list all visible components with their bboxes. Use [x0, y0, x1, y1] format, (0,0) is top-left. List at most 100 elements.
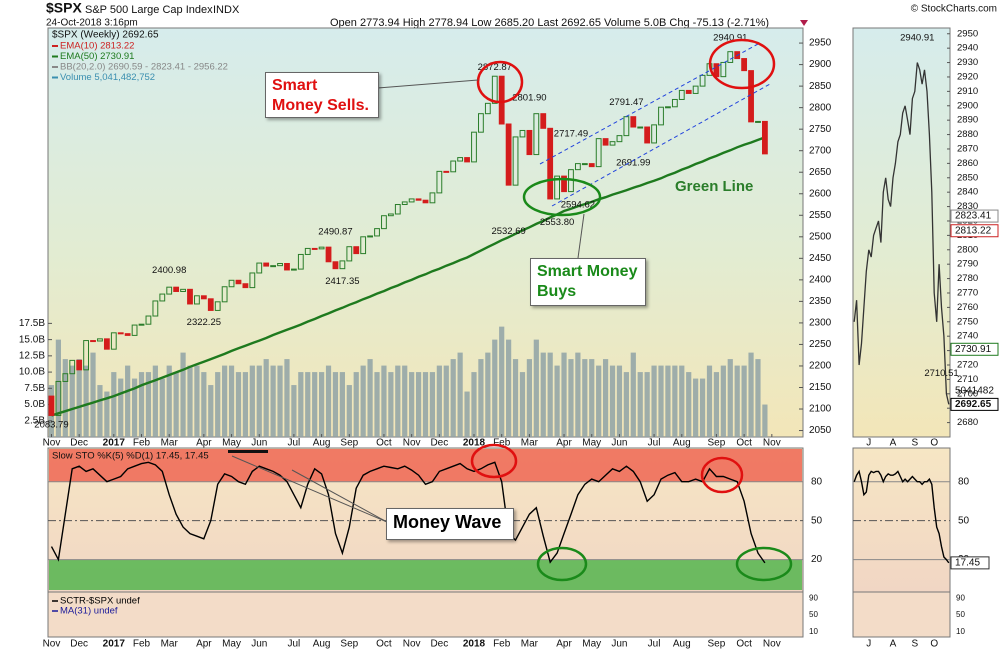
y-tick-label: 2150 — [809, 382, 832, 393]
x-tick-label: Aug — [673, 639, 691, 650]
volume-bar — [242, 372, 249, 437]
candle — [69, 359, 76, 375]
volume-bar — [644, 372, 650, 437]
volume-bar — [734, 365, 740, 437]
y-tick-label: 2780 — [957, 273, 978, 284]
volume-bar — [602, 359, 609, 437]
x-tick-label: Sep — [708, 639, 726, 650]
candle — [450, 160, 457, 173]
x-tick-label: A — [890, 639, 897, 650]
y-tick-label: 2920 — [957, 71, 978, 82]
sell-circle — [476, 60, 524, 104]
candle — [616, 135, 623, 143]
volume-tick-label: 2.5B — [24, 415, 45, 426]
volume-bar — [90, 352, 96, 437]
price-label: 2872.87 — [478, 62, 512, 73]
y-tick-label: 2880 — [957, 129, 978, 140]
x-tick-label: Jul — [648, 438, 661, 449]
mini-sctr-panel — [852, 591, 951, 638]
x-tick-label: Jun — [251, 639, 267, 650]
candle — [658, 106, 664, 126]
volume-bar — [547, 352, 553, 437]
y-tick-label: 2830 — [957, 201, 978, 212]
x-tick-label: Feb — [133, 438, 151, 449]
y-tick-label: 2930 — [957, 57, 978, 68]
volume-bar — [166, 365, 172, 437]
candle — [256, 262, 263, 274]
y-tick-label: 2720 — [957, 360, 978, 371]
volume-tick-label: 10.0B — [19, 367, 45, 378]
x-tick-label: S — [912, 639, 919, 650]
price-legend-title: $SPX (Weekly) 2692.65 — [52, 30, 159, 41]
volume-bar — [568, 359, 574, 437]
y-tick-label: 2800 — [957, 244, 978, 255]
x-tick-label: Nov — [43, 639, 61, 650]
price-tag: 2730.91 — [955, 344, 992, 355]
candle — [263, 262, 270, 267]
volume-bar — [409, 372, 415, 437]
price-label: 2710.51 — [924, 368, 958, 379]
candle — [394, 204, 401, 215]
candle — [408, 198, 415, 203]
buys-callout: Smart Money Buys — [530, 258, 646, 306]
volume-bar — [526, 359, 532, 437]
legend-entry: Volume 5,041,482,752 — [60, 72, 155, 83]
sells-callout: Smart Money Sells. — [265, 72, 379, 118]
x-tick-label: O — [930, 438, 938, 449]
candle — [332, 261, 339, 270]
volume-bar — [374, 372, 380, 437]
oversold-zone — [49, 559, 802, 590]
money-wave-callout: Money Wave — [386, 508, 514, 540]
price-label: 2417.35 — [325, 276, 359, 287]
candle — [692, 85, 699, 94]
volume-bar — [755, 359, 761, 437]
x-tick-label: May — [582, 438, 601, 449]
x-tick-label: Nov — [403, 438, 421, 449]
volume-bar — [152, 365, 158, 437]
volume-bar — [208, 385, 214, 437]
volume-bar — [485, 352, 491, 437]
candle — [55, 380, 62, 416]
legend-entry: MA(31) undef — [60, 606, 118, 617]
y-tick-label: 2600 — [809, 188, 832, 199]
y-tick-label: 2940 — [957, 43, 978, 54]
candle — [685, 89, 692, 94]
y-tick-label: 2750 — [957, 316, 978, 327]
x-tick-label: Apr — [556, 438, 572, 449]
x-tick-label: Aug — [313, 639, 331, 650]
volume-bar — [332, 372, 339, 437]
candle — [277, 262, 283, 267]
candle — [602, 138, 609, 146]
x-tick-label: J — [866, 639, 871, 650]
volume-bar — [637, 372, 643, 437]
volume-bar — [429, 372, 436, 437]
x-tick-label: Apr — [556, 639, 572, 650]
volume-bar — [706, 365, 713, 437]
volume-bar — [464, 391, 470, 437]
candle — [353, 246, 360, 255]
y-tick-label: 2550 — [809, 210, 832, 221]
connector — [377, 79, 479, 89]
legend-entry: SCTR-$SPX undef — [60, 596, 140, 607]
volume-bar — [713, 372, 720, 437]
price-tag-box — [950, 209, 999, 223]
candle — [90, 340, 96, 343]
x-tick-label: Jul — [648, 639, 661, 650]
y-tick-label: 2850 — [809, 81, 832, 92]
y-tick-label: 2850 — [957, 172, 978, 183]
candle — [159, 293, 166, 302]
volume-bar — [651, 365, 657, 437]
volume-bar — [720, 365, 726, 437]
volume-bar — [575, 352, 581, 437]
candle — [145, 315, 152, 325]
candle — [727, 51, 734, 63]
connector — [577, 213, 585, 259]
volume-bar — [145, 372, 152, 437]
candle — [588, 163, 595, 168]
y-tick-label: 20 — [811, 554, 823, 565]
price-label: 2801.90 — [512, 92, 546, 103]
candle — [214, 301, 221, 311]
y-tick-label: 2900 — [957, 100, 978, 111]
candle — [651, 124, 657, 144]
candle — [235, 279, 242, 285]
